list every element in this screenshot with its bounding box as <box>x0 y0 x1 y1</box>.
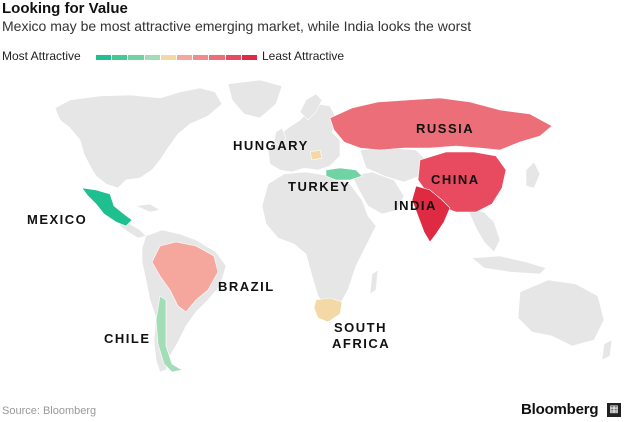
label-south-africa-line1: SOUTH <box>334 320 387 335</box>
land-greenland <box>227 79 283 119</box>
land-scandinavia <box>299 93 323 121</box>
country-india <box>411 185 451 243</box>
land-middle-east <box>351 171 405 215</box>
legend-swatch <box>96 55 112 60</box>
source-note: Source: Bloomberg <box>2 405 97 417</box>
legend-swatch <box>177 55 193 60</box>
legend-swatch <box>128 55 144 60</box>
label-china: CHINA <box>431 172 480 187</box>
world-map <box>54 79 613 373</box>
legend-swatch <box>144 55 160 60</box>
country-hungary <box>309 149 323 161</box>
land-europe <box>267 103 341 173</box>
legend-least-attractive-label: Least Attractive <box>262 49 345 63</box>
chart-title: Looking for Value <box>2 0 128 17</box>
label-india: INDIA <box>394 198 437 213</box>
chart-subtitle: Mexico may be most attractive emerging m… <box>2 18 472 34</box>
label-south-africa-line2: AFRICA <box>332 336 391 351</box>
land-indonesia <box>471 255 547 275</box>
land-north-america <box>54 87 223 189</box>
land-new-zealand <box>601 339 613 361</box>
country-south-africa <box>313 297 343 323</box>
legend-most-attractive-label: Most Attractive <box>2 49 81 63</box>
legend-swatch <box>112 55 128 60</box>
legend-swatch <box>209 55 225 60</box>
land-madagascar <box>369 269 379 295</box>
country-mexico <box>81 187 133 227</box>
land-australia <box>517 279 605 347</box>
brand-mark-icon: ▦ <box>607 403 621 417</box>
label-mexico: MEXICO <box>27 212 88 227</box>
land-caribbean <box>134 203 161 213</box>
legend-swatch <box>193 55 209 60</box>
legend-color-scale <box>96 55 258 60</box>
country-russia <box>329 97 553 151</box>
legend-swatch <box>225 55 241 60</box>
label-turkey: TURKEY <box>288 179 351 194</box>
land-japan <box>525 161 541 189</box>
label-brazil: BRAZIL <box>218 279 275 294</box>
label-chile: CHILE <box>104 331 151 346</box>
country-chile <box>155 295 183 373</box>
country-brazil <box>151 241 219 313</box>
legend-swatch <box>241 55 258 60</box>
label-russia: RUSSIA <box>416 121 475 136</box>
country-turkey <box>325 167 363 181</box>
label-hungary: HUNGARY <box>233 138 309 153</box>
legend-swatch <box>160 55 177 60</box>
land-southeast-asia <box>467 209 501 253</box>
land-uk <box>273 127 287 147</box>
brand-logo: Bloomberg <box>521 401 599 418</box>
